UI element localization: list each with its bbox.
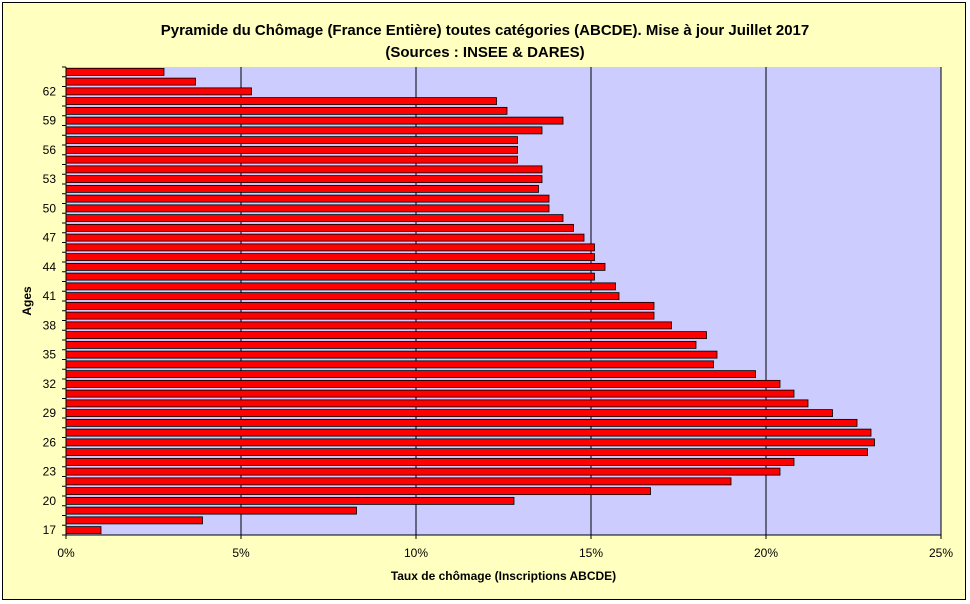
- bar-age-43: [65, 272, 595, 281]
- bar-age-17: [65, 526, 102, 535]
- x-tick-label: 25%: [929, 546, 953, 560]
- y-tick-label: 17: [43, 523, 57, 537]
- axes: [62, 66, 942, 539]
- x-tick-label: 20%: [754, 546, 778, 560]
- y-tick-label: 44: [43, 260, 57, 274]
- bar-age-29: [65, 409, 833, 418]
- x-axis-title: Taux de chômage (Inscriptions ABCDE): [391, 569, 616, 583]
- bar-age-44: [65, 262, 606, 271]
- y-axis-title: Ages: [20, 286, 34, 316]
- bar-age-54: [65, 165, 543, 174]
- bar-age-52: [65, 184, 539, 193]
- y-tick-label: 59: [43, 114, 57, 128]
- bar-age-49: [65, 214, 564, 223]
- bar-age-46: [65, 243, 595, 252]
- tick-labels: 0% 5% 10% 15% 20% 25% 17 20 23 26 29 32 35 38 41 44 47 50…: [43, 84, 954, 560]
- bar-age-23: [65, 467, 781, 476]
- bar-age-42: [65, 282, 616, 291]
- bar-age-26: [65, 438, 875, 447]
- bar-age-64: [65, 67, 165, 76]
- bar-age-33: [65, 370, 756, 379]
- chart-subtitle: (Sources : INSEE & DARES): [385, 44, 585, 61]
- chart-title-block: Pyramide du Chômage (France Entière) tou…: [0, 20, 970, 64]
- x-tick-label: 0%: [57, 546, 75, 560]
- bar-age-24: [65, 457, 795, 466]
- y-tick-label: 26: [43, 435, 57, 449]
- y-tick-label: 20: [43, 494, 57, 508]
- bar-age-63: [65, 77, 196, 86]
- y-tick-label: 56: [43, 143, 57, 157]
- x-tick-label: 10%: [404, 546, 428, 560]
- y-tick-label: 47: [43, 231, 57, 245]
- bar-age-45: [65, 253, 595, 262]
- y-tick-label: 53: [43, 172, 57, 186]
- bar-age-20: [65, 496, 515, 505]
- bar-age-37: [65, 331, 707, 340]
- bar-age-31: [65, 389, 795, 398]
- chart-title: Pyramide du Chômage (France Entière) tou…: [160, 22, 810, 39]
- y-tick-label: 29: [43, 406, 57, 420]
- bar-age-28: [65, 418, 858, 427]
- bar-age-30: [65, 399, 809, 408]
- x-tick-label: 15%: [579, 546, 603, 560]
- bar-age-61: [65, 97, 497, 106]
- bar-age-18: [65, 516, 203, 525]
- y-tick-label: 62: [43, 84, 57, 98]
- bar-age-36: [65, 340, 697, 349]
- bar-age-56: [65, 145, 518, 154]
- bar-age-38: [65, 321, 672, 330]
- plot-area: [66, 67, 941, 535]
- x-tick-label: 5%: [232, 546, 250, 560]
- bar-age-21: [65, 487, 651, 496]
- y-tick-label: 50: [43, 201, 57, 215]
- bar-age-35: [65, 350, 718, 359]
- bar-age-32: [65, 379, 781, 388]
- y-tick-label: 41: [43, 289, 57, 303]
- y-tick-label: 23: [43, 465, 57, 479]
- y-tick-label: 32: [43, 377, 57, 391]
- bar-age-59: [65, 116, 564, 125]
- bar-age-58: [65, 126, 543, 135]
- bar-age-19: [65, 506, 357, 515]
- bar-age-41: [65, 292, 620, 301]
- bar-age-40: [65, 301, 655, 310]
- bar-age-50: [65, 204, 550, 213]
- bar-age-51: [65, 194, 550, 203]
- y-tick-label: 38: [43, 318, 57, 332]
- bar-age-57: [65, 136, 518, 145]
- bar-age-27: [65, 428, 872, 437]
- bar-age-25: [65, 448, 868, 457]
- gridlines: [240, 67, 942, 535]
- bar-age-39: [65, 311, 655, 320]
- bar-age-47: [65, 233, 585, 242]
- bar-age-34: [65, 360, 714, 369]
- bar-age-53: [65, 175, 543, 184]
- bar-age-62: [65, 87, 252, 96]
- y-tick-label: 35: [43, 348, 57, 362]
- bar-age-55: [65, 155, 518, 164]
- bar-age-48: [65, 223, 574, 232]
- bar-age-22: [65, 477, 732, 486]
- bar-age-60: [65, 106, 508, 115]
